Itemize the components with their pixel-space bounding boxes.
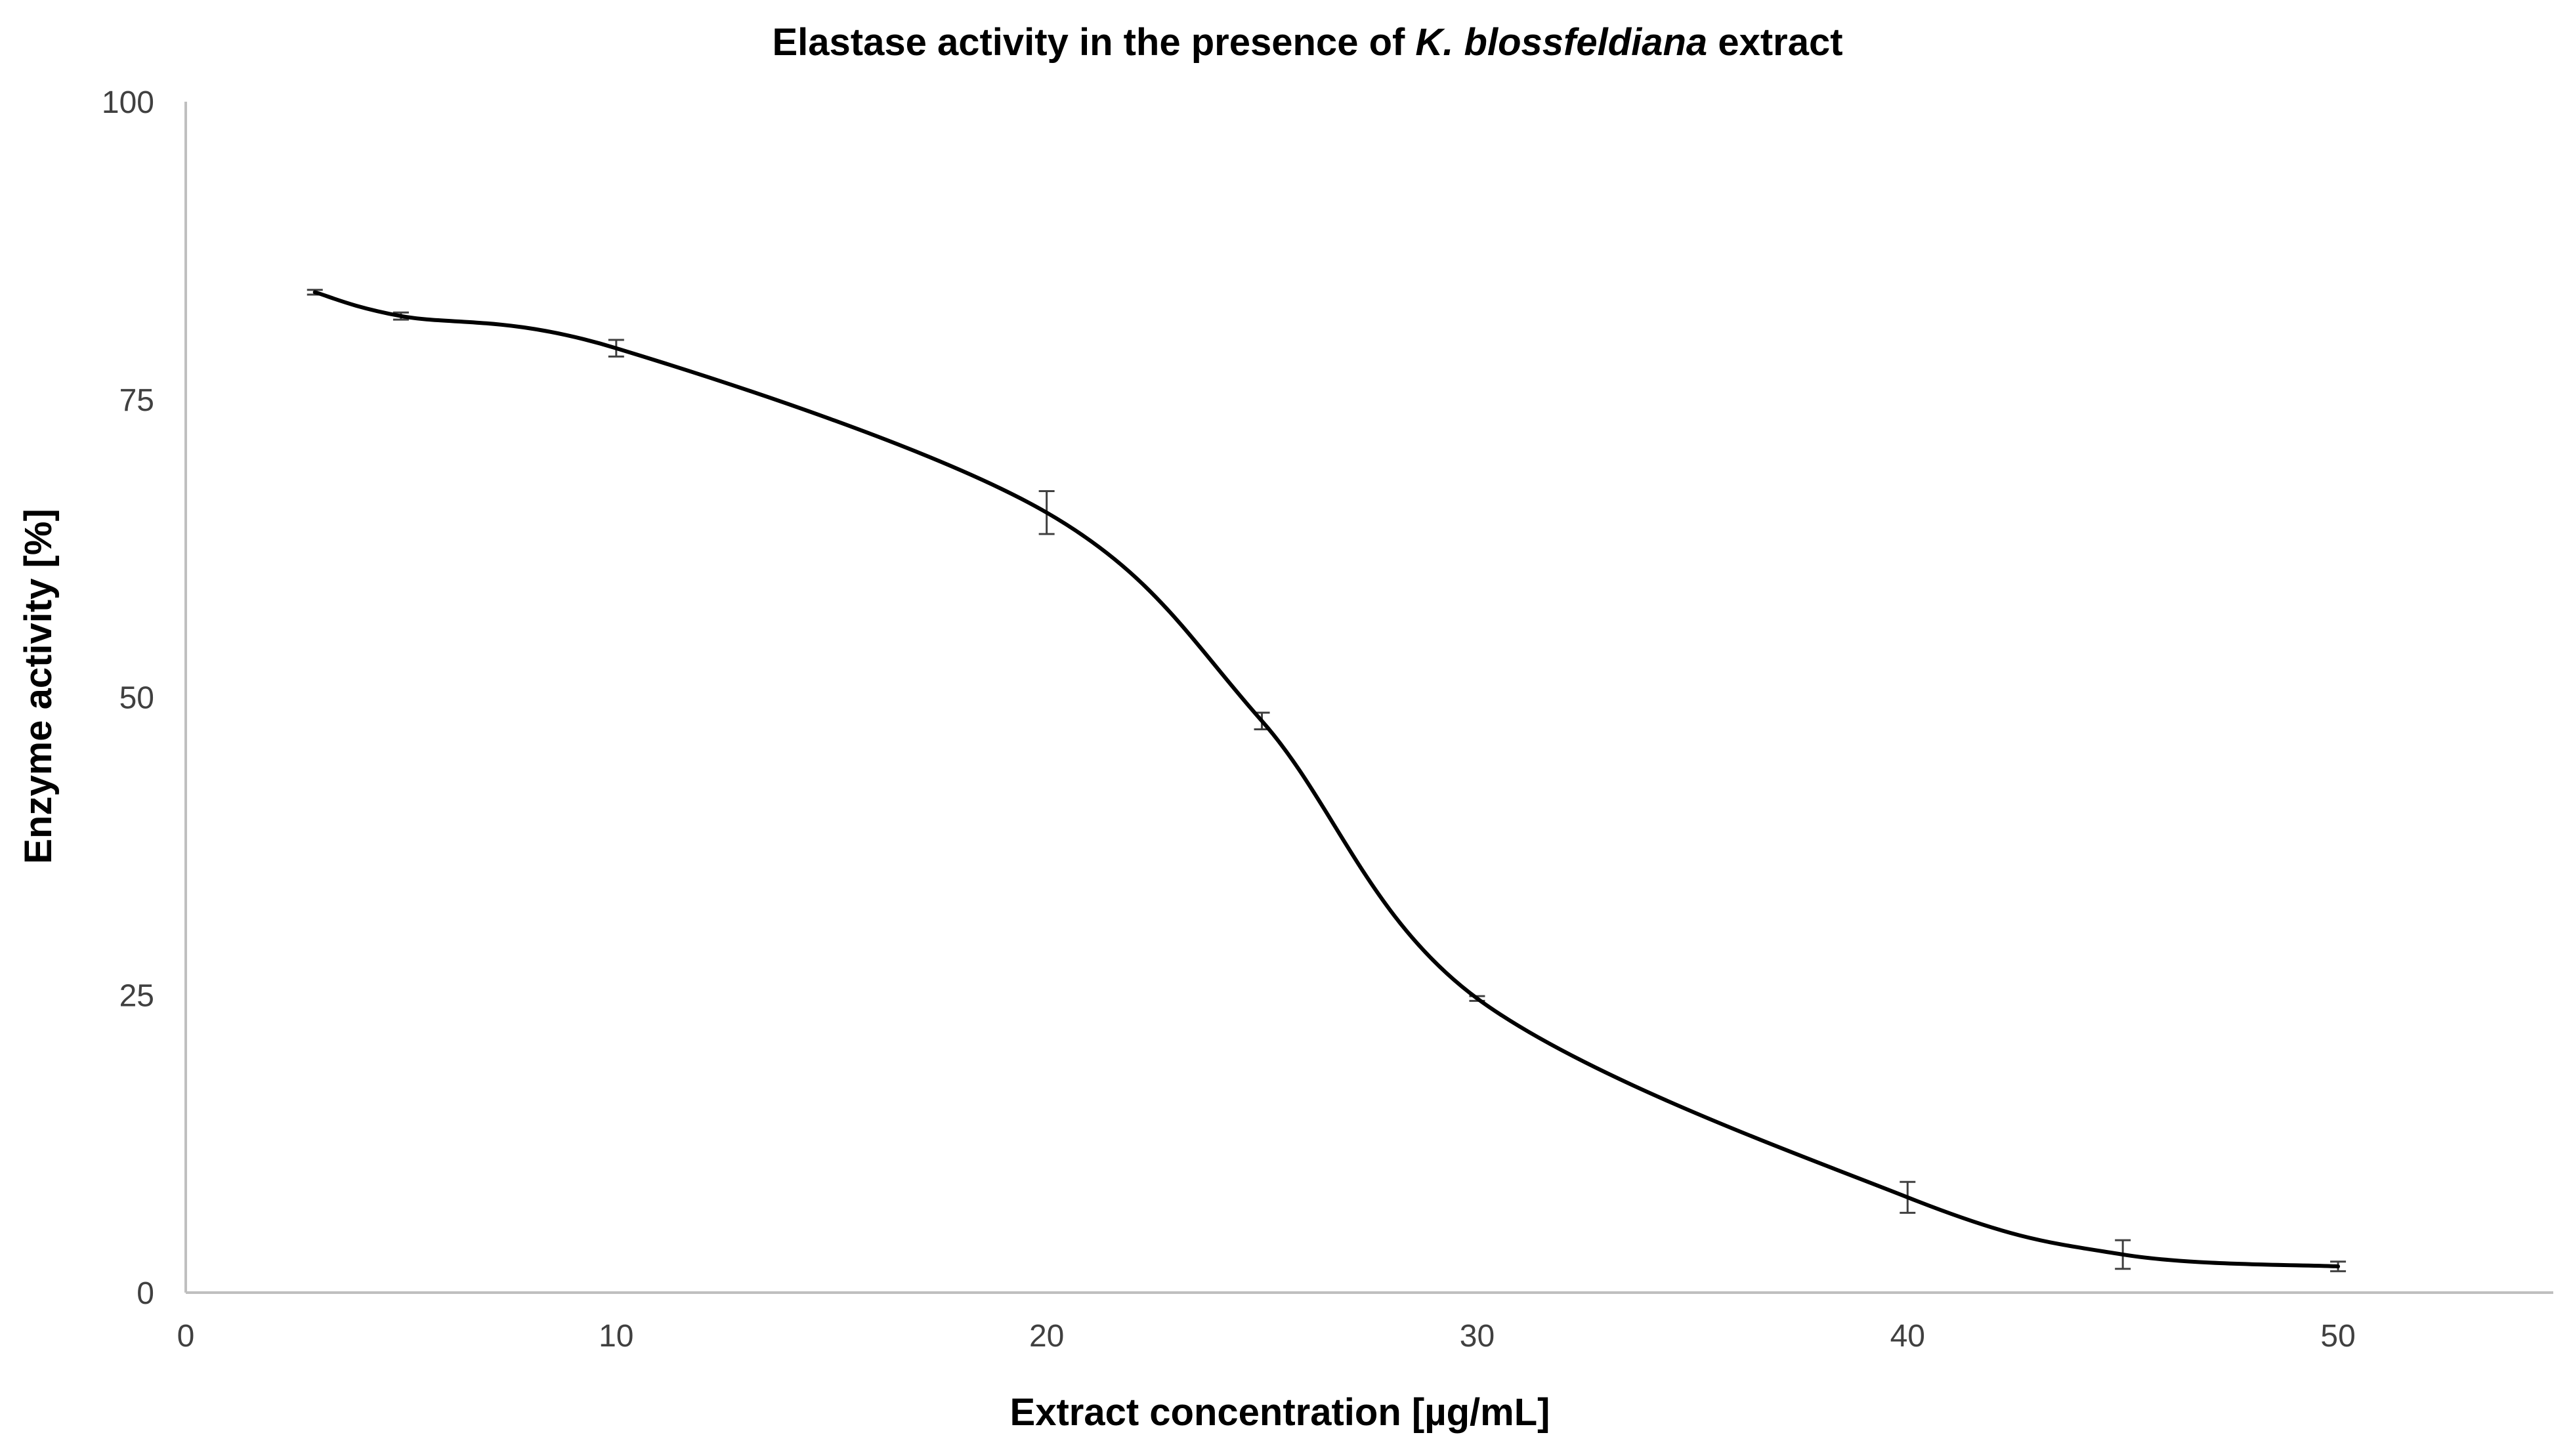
series-line-group <box>312 290 2341 1269</box>
y-tick-label: 0 <box>137 1276 154 1311</box>
y-tick-label: 50 <box>119 681 154 716</box>
chart-title-part1: Elastase activity in the presence of <box>772 21 1415 64</box>
x-tick-label: 50 <box>2320 1319 2355 1354</box>
axes <box>184 102 2553 1294</box>
x-axis-title: Extract concentration [µg/mL] <box>1010 1391 1550 1434</box>
x-tick-label: 20 <box>1029 1319 1064 1354</box>
y-axis-title: Enzyme activity [%] <box>17 509 60 864</box>
error-bars <box>307 289 2347 1272</box>
y-tick-label: 100 <box>102 85 154 120</box>
y-tick-label: 25 <box>119 978 154 1013</box>
x-tick-label: 10 <box>599 1319 633 1354</box>
chart-title-part3: extract <box>1707 21 1842 64</box>
chart-title: Elastase activity in the presence of K. … <box>772 21 1842 64</box>
tick-labels: 0 10 20 30 40 50 0 25 50 75 100 <box>102 85 2356 1354</box>
x-tick-label: 40 <box>1890 1319 1925 1354</box>
x-tick-label: 30 <box>1460 1319 1495 1354</box>
y-tick-label: 75 <box>119 383 154 418</box>
series-line <box>312 290 2341 1269</box>
chart-title-species: K. blossfeldiana <box>1415 21 1707 64</box>
x-tick-label: 0 <box>177 1319 195 1354</box>
